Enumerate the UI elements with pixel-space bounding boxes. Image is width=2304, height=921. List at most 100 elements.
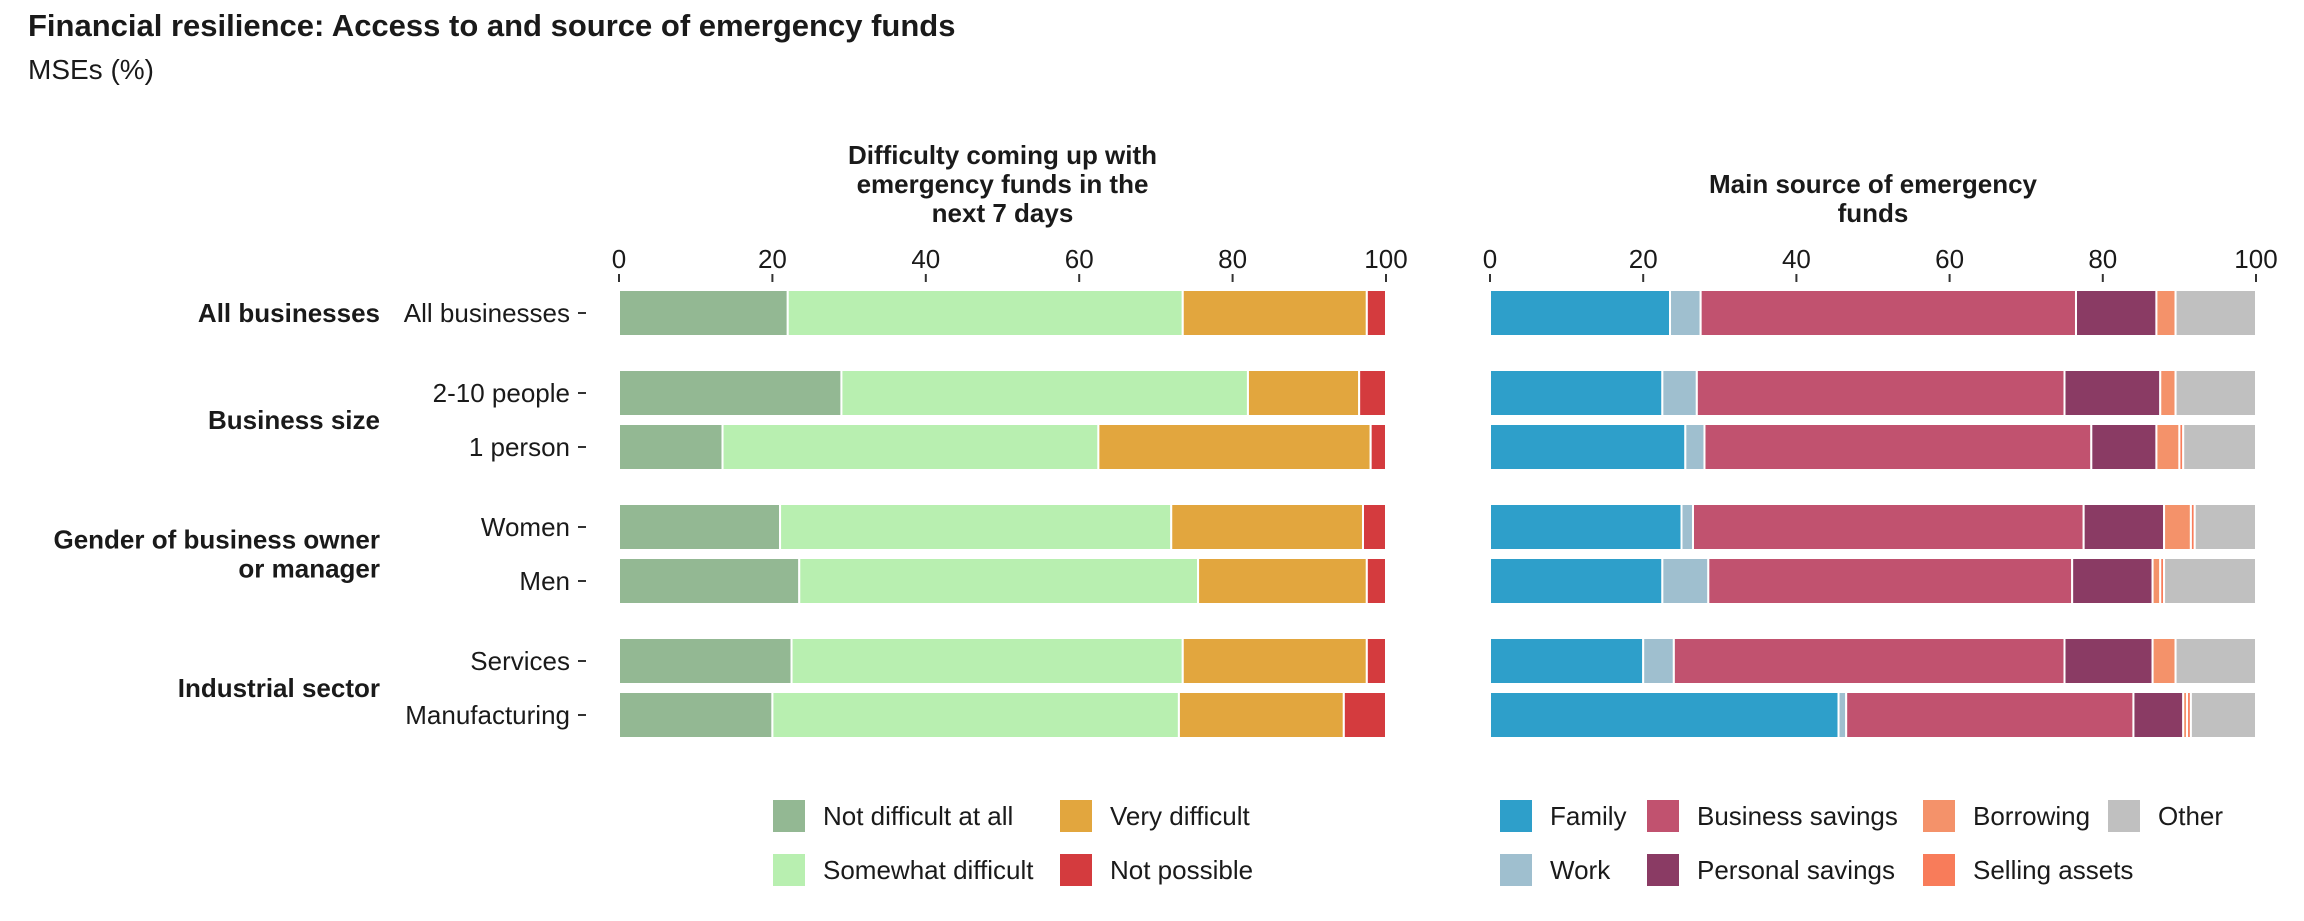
bar-segment	[1489, 557, 1664, 605]
bar-segment	[1246, 369, 1361, 417]
group-label: Industrial sector	[178, 673, 380, 703]
bar-segment	[721, 423, 1100, 471]
bar-segment	[779, 503, 1173, 551]
bar-segment	[2063, 369, 2162, 417]
legend-swatch	[2108, 800, 2140, 832]
legend-swatch	[1060, 854, 1092, 886]
bar-segment	[618, 423, 724, 471]
bar-segment	[2159, 369, 2177, 417]
x-tick-label: 60	[1935, 244, 1964, 274]
bar-segment	[2151, 637, 2177, 685]
legend-label: Personal savings	[1697, 855, 1895, 885]
bar-segment	[1691, 503, 2085, 551]
legend-label: Selling assets	[1973, 855, 2133, 885]
x-tick-label: 60	[1065, 244, 1094, 274]
bar-segment	[1642, 637, 1675, 685]
bar-segment	[1177, 691, 1345, 739]
bar-segment	[790, 637, 1184, 685]
bar-segment	[1661, 557, 1710, 605]
bar-segment	[2074, 289, 2158, 337]
bar-segment	[2174, 637, 2258, 685]
bar-segment	[1703, 423, 2093, 471]
legend-swatch	[773, 854, 805, 886]
legend-label: Family	[1550, 801, 1627, 831]
bar-segment	[1197, 557, 1368, 605]
panel-title-line: Main source of emergency	[1709, 169, 2038, 199]
legend-label: Work	[1550, 855, 1611, 885]
bar-segment	[618, 369, 843, 417]
legend-swatch	[1647, 800, 1679, 832]
group-label: or manager	[238, 554, 380, 584]
bar-segment	[1365, 637, 1387, 685]
x-tick-label: 40	[911, 244, 940, 274]
chart-subtitle: MSEs (%)	[28, 54, 154, 85]
bar-segment	[786, 289, 1184, 337]
x-tick-label: 0	[612, 244, 626, 274]
bar-segment	[618, 289, 789, 337]
legend-swatch	[1923, 800, 1955, 832]
bar-segment	[618, 637, 793, 685]
bar-segment	[2155, 289, 2177, 337]
bar-segment	[1661, 369, 1698, 417]
bar-segment	[2071, 557, 2154, 605]
bar-segment	[1699, 289, 2077, 337]
panel-title-line: funds	[1838, 198, 1909, 228]
bar-segment	[2182, 423, 2257, 471]
bar-segment	[1845, 691, 2135, 739]
bar-segment	[2151, 557, 2162, 605]
legend-label: Not possible	[1110, 855, 1253, 885]
bar-segment	[2090, 423, 2158, 471]
bar-segment	[2193, 503, 2257, 551]
legend-label: Very difficult	[1110, 801, 1250, 831]
legend-label: Other	[2158, 801, 2223, 831]
bar-segment	[2155, 423, 2181, 471]
category-label: Services	[470, 646, 570, 676]
bar-segment	[1489, 637, 1645, 685]
x-tick-label: 0	[1483, 244, 1497, 274]
bar-segment	[1489, 691, 1840, 739]
chart-title: Financial resilience: Access to and sour…	[28, 8, 956, 43]
legend-label: Somewhat difficult	[823, 855, 1034, 885]
legend-swatch	[1060, 800, 1092, 832]
x-tick-label: 20	[1629, 244, 1658, 274]
bar-segment	[1489, 289, 1672, 337]
panel-title-line: emergency funds in the	[857, 169, 1149, 199]
bar-segment	[2189, 691, 2257, 739]
legend-swatch	[1923, 854, 1955, 886]
legend-swatch	[1500, 854, 1532, 886]
bar-segment	[1489, 369, 1664, 417]
bar-segment	[1365, 557, 1387, 605]
bar-segment	[1181, 289, 1368, 337]
legend-label: Business savings	[1697, 801, 1898, 831]
bar-segment	[1669, 289, 1702, 337]
x-tick-label: 100	[2234, 244, 2277, 274]
x-tick-label: 80	[1218, 244, 1247, 274]
bar-segment	[1181, 637, 1368, 685]
bar-segment	[2082, 503, 2166, 551]
bar-segment	[1684, 423, 1706, 471]
legend-label: Not difficult at all	[823, 801, 1013, 831]
bar-segment	[2163, 557, 2258, 605]
category-label: All businesses	[404, 298, 570, 328]
bar-segment	[840, 369, 1249, 417]
bar-segment	[798, 557, 1200, 605]
x-tick-label: 40	[1782, 244, 1811, 274]
bar-segment	[2163, 503, 2192, 551]
x-tick-label: 80	[2088, 244, 2117, 274]
group-label: Gender of business owner	[53, 525, 380, 555]
bar-segment	[618, 557, 801, 605]
bar-segment	[1695, 369, 2066, 417]
bar-segment	[1170, 503, 1364, 551]
legend-swatch	[1647, 854, 1679, 886]
category-label: Manufacturing	[405, 700, 570, 730]
bar-segment	[1365, 289, 1387, 337]
panel-title-line: next 7 days	[932, 198, 1074, 228]
x-tick-label: 100	[1364, 244, 1407, 274]
bar-segment	[1489, 423, 1687, 471]
bar-segment	[618, 503, 782, 551]
category-label: 1 person	[469, 432, 570, 462]
x-tick-label: 20	[758, 244, 787, 274]
bar-segment	[1369, 423, 1388, 471]
bar-segment	[1680, 503, 1694, 551]
bar-segment	[2174, 289, 2258, 337]
